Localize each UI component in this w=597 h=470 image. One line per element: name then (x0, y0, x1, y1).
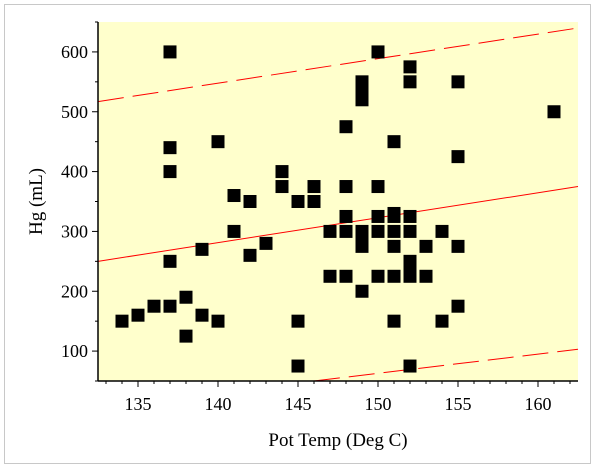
data-point (291, 195, 305, 208)
x-tick-label: 155 (445, 394, 472, 414)
data-point (147, 299, 161, 313)
data-point (323, 269, 337, 283)
plot-area (98, 22, 578, 381)
y-tick-label: 500 (61, 102, 88, 122)
y-tick-label: 200 (61, 281, 88, 301)
data-point (227, 189, 241, 203)
data-point (403, 209, 417, 223)
data-point (291, 314, 305, 328)
data-point (451, 75, 465, 89)
y-tick-label: 400 (61, 162, 88, 182)
data-point (339, 269, 353, 283)
data-point (419, 269, 433, 283)
data-point (163, 299, 177, 313)
data-point (291, 359, 305, 373)
data-point (371, 209, 385, 223)
data-point (163, 254, 177, 268)
data-point (371, 269, 385, 283)
data-point (211, 314, 225, 328)
upper-prediction-band (97, 27, 579, 103)
data-point (387, 206, 401, 220)
data-point (275, 165, 289, 179)
data-point (211, 135, 225, 149)
data-point (339, 224, 353, 238)
data-point (163, 141, 177, 155)
data-points (115, 45, 561, 373)
data-point (403, 224, 417, 238)
data-point (387, 224, 401, 238)
data-point (163, 45, 177, 59)
data-point (419, 239, 433, 253)
data-point (307, 180, 321, 194)
data-point (243, 195, 257, 208)
fit-line (97, 186, 579, 262)
data-point (355, 75, 369, 89)
data-point (179, 329, 193, 343)
x-tick-label: 145 (285, 394, 312, 414)
axes: 135 140 145 150 155 160 100 200 300 400 500 600 (61, 21, 578, 414)
data-point (179, 290, 193, 304)
data-point (547, 105, 561, 119)
data-point (403, 254, 417, 268)
lower-prediction-band (313, 348, 579, 382)
data-point (387, 135, 401, 149)
data-point (387, 314, 401, 328)
x-tick-label: 135 (125, 394, 152, 414)
data-point (403, 75, 417, 89)
data-point (387, 269, 401, 283)
data-point (115, 314, 129, 328)
data-point (163, 165, 177, 179)
y-tick-label: 600 (61, 42, 88, 62)
data-point (227, 224, 241, 238)
data-point (387, 239, 401, 253)
x-tick-label: 140 (205, 394, 232, 414)
data-point (131, 308, 145, 322)
y-axis-title: Hg (mL) (26, 168, 47, 235)
data-point (435, 314, 449, 328)
data-point (451, 150, 465, 164)
data-point (371, 45, 385, 59)
data-point (371, 224, 385, 238)
fit-line-group (97, 186, 579, 262)
x-tick-label: 150 (365, 394, 392, 414)
data-point (339, 180, 353, 194)
data-point (243, 248, 257, 262)
data-point (355, 284, 369, 298)
data-point (195, 242, 209, 256)
data-point (435, 224, 449, 238)
data-point (275, 180, 289, 194)
data-point (355, 224, 369, 238)
data-point (323, 224, 337, 238)
data-point (371, 180, 385, 194)
x-tick-label: 160 (525, 394, 552, 414)
y-tick-label: 300 (61, 221, 88, 241)
y-tick-label: 100 (61, 341, 88, 361)
x-axis-title: Pot Temp (Deg C) (268, 430, 407, 451)
data-point (403, 60, 417, 74)
data-point (451, 299, 465, 313)
data-point (195, 308, 209, 322)
data-point (259, 236, 273, 250)
prediction-bands (97, 27, 579, 382)
data-point (339, 209, 353, 223)
data-point (339, 120, 353, 134)
data-point (403, 359, 417, 373)
data-point (307, 195, 321, 208)
data-point (451, 239, 465, 253)
